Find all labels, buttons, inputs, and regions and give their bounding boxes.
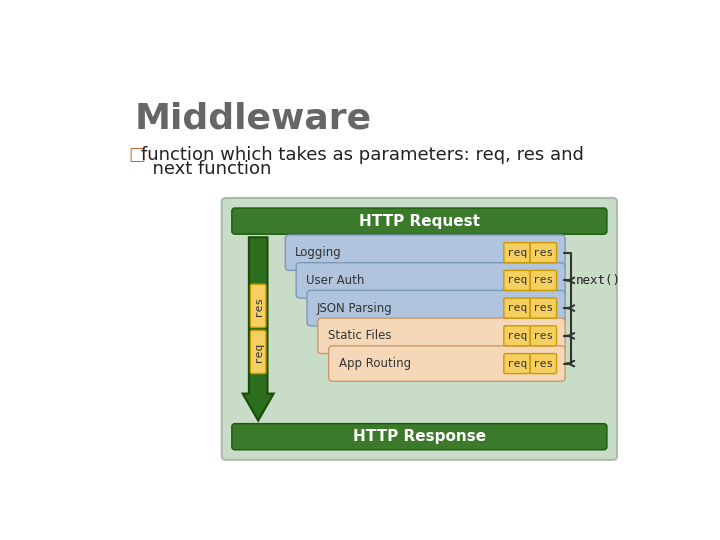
FancyBboxPatch shape [285, 235, 565, 271]
Text: res: res [253, 296, 264, 316]
FancyBboxPatch shape [530, 298, 557, 318]
Text: req: req [507, 303, 527, 313]
FancyBboxPatch shape [307, 291, 565, 326]
FancyBboxPatch shape [329, 346, 565, 381]
FancyBboxPatch shape [530, 326, 557, 346]
FancyBboxPatch shape [504, 298, 530, 318]
Text: Logging: Logging [295, 246, 342, 259]
FancyBboxPatch shape [251, 330, 266, 374]
Text: res: res [534, 359, 554, 369]
FancyBboxPatch shape [504, 271, 530, 291]
Polygon shape [243, 237, 274, 421]
Text: res: res [534, 303, 554, 313]
Text: req: req [507, 331, 527, 341]
Text: □: □ [129, 146, 145, 164]
FancyBboxPatch shape [504, 326, 530, 346]
FancyBboxPatch shape [232, 423, 607, 450]
FancyBboxPatch shape [232, 208, 607, 234]
FancyBboxPatch shape [222, 198, 617, 460]
Text: HTTP Request: HTTP Request [359, 214, 480, 228]
Text: next function: next function [141, 160, 271, 178]
FancyBboxPatch shape [504, 242, 530, 262]
FancyBboxPatch shape [318, 318, 565, 354]
Text: function which takes as parameters: req, res and: function which takes as parameters: req,… [141, 146, 584, 164]
Text: App Routing: App Routing [339, 357, 411, 370]
Text: res: res [534, 248, 554, 258]
Text: next(): next() [576, 274, 621, 287]
FancyBboxPatch shape [530, 354, 557, 374]
Text: User Auth: User Auth [306, 274, 364, 287]
Text: req: req [507, 275, 527, 286]
FancyBboxPatch shape [530, 271, 557, 291]
FancyBboxPatch shape [296, 262, 565, 298]
Text: res: res [534, 275, 554, 286]
Text: Static Files: Static Files [328, 329, 392, 342]
Text: res: res [534, 331, 554, 341]
FancyBboxPatch shape [504, 354, 530, 374]
Text: req: req [253, 342, 264, 362]
FancyBboxPatch shape [251, 284, 266, 327]
FancyBboxPatch shape [530, 242, 557, 262]
Text: JSON Parsing: JSON Parsing [317, 302, 393, 315]
Text: req: req [507, 248, 527, 258]
Text: HTTP Response: HTTP Response [353, 429, 486, 444]
Text: req: req [507, 359, 527, 369]
Text: Middleware: Middleware [135, 102, 372, 136]
